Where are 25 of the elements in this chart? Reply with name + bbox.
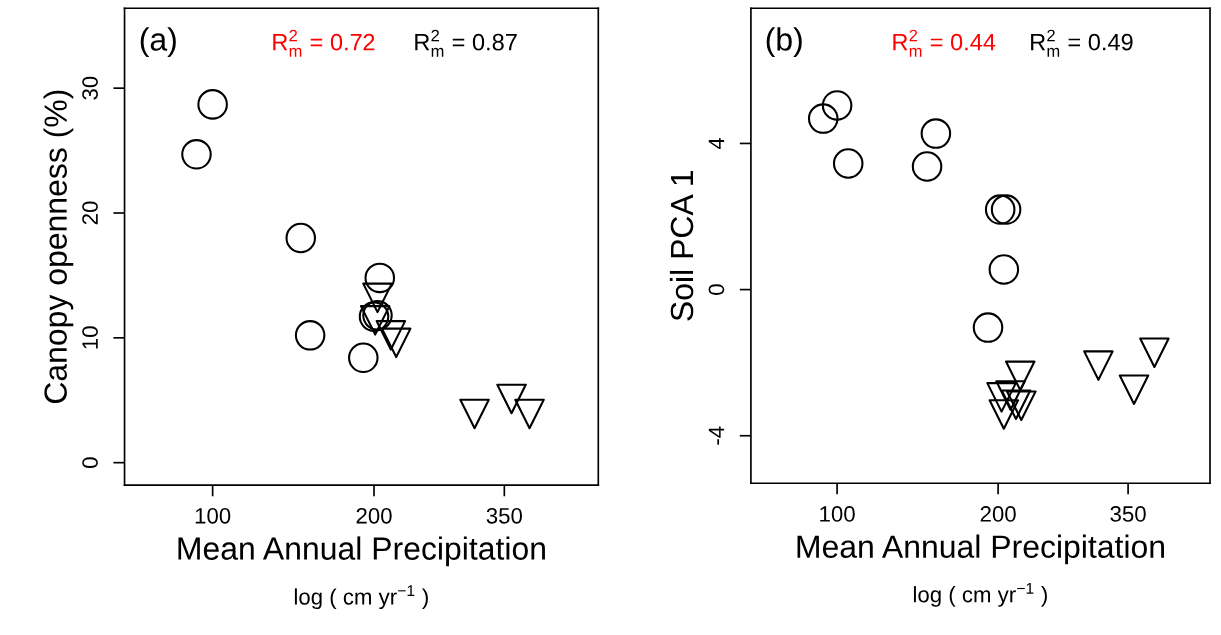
text: (b) <box>766 27 802 58</box>
x-tick-label: 200 <box>356 507 392 524</box>
x-tick-label: 350 <box>1110 506 1146 522</box>
y-tick-label: 10 <box>82 326 98 349</box>
y-tick-label: 0 <box>82 457 98 468</box>
annotation: R$^{2}$$_{m}$ = 0.72 <box>273 29 375 57</box>
x-axis-title: Mean Annual Precipitation <box>178 536 545 567</box>
x-tick-label: 200 <box>980 506 1016 522</box>
y-axis-title: Canopy openness (%) <box>43 90 74 404</box>
y-axis-title: Soil PCA 1 <box>669 170 694 321</box>
x-tick-label: 100 <box>195 507 231 524</box>
annotation: R$^{2}$$_{m}$ = 0.87 <box>415 29 517 57</box>
text: (a) <box>140 27 176 58</box>
annotation: R$^{2}$$_{m}$ = 0.49 <box>1031 29 1133 57</box>
y-tick-label: 30 <box>82 76 98 100</box>
y-tick-label: -4 <box>708 426 725 445</box>
text: log ( cm yr$^{−1}$ ) <box>294 585 428 610</box>
text: log ( cm yr$^{−1}$ ) <box>913 582 1047 607</box>
x-axis-title: Mean Annual Precipitation <box>797 534 1164 565</box>
x-tick-label: 350 <box>486 507 522 524</box>
annotation: R$^{2}$$_{m}$ = 0.44 <box>893 29 996 57</box>
y-tick-label: 0 <box>708 284 725 295</box>
x-tick-label: 100 <box>820 506 855 522</box>
y-tick-label: 20 <box>82 201 98 225</box>
y-tick-label: 4 <box>708 137 725 150</box>
